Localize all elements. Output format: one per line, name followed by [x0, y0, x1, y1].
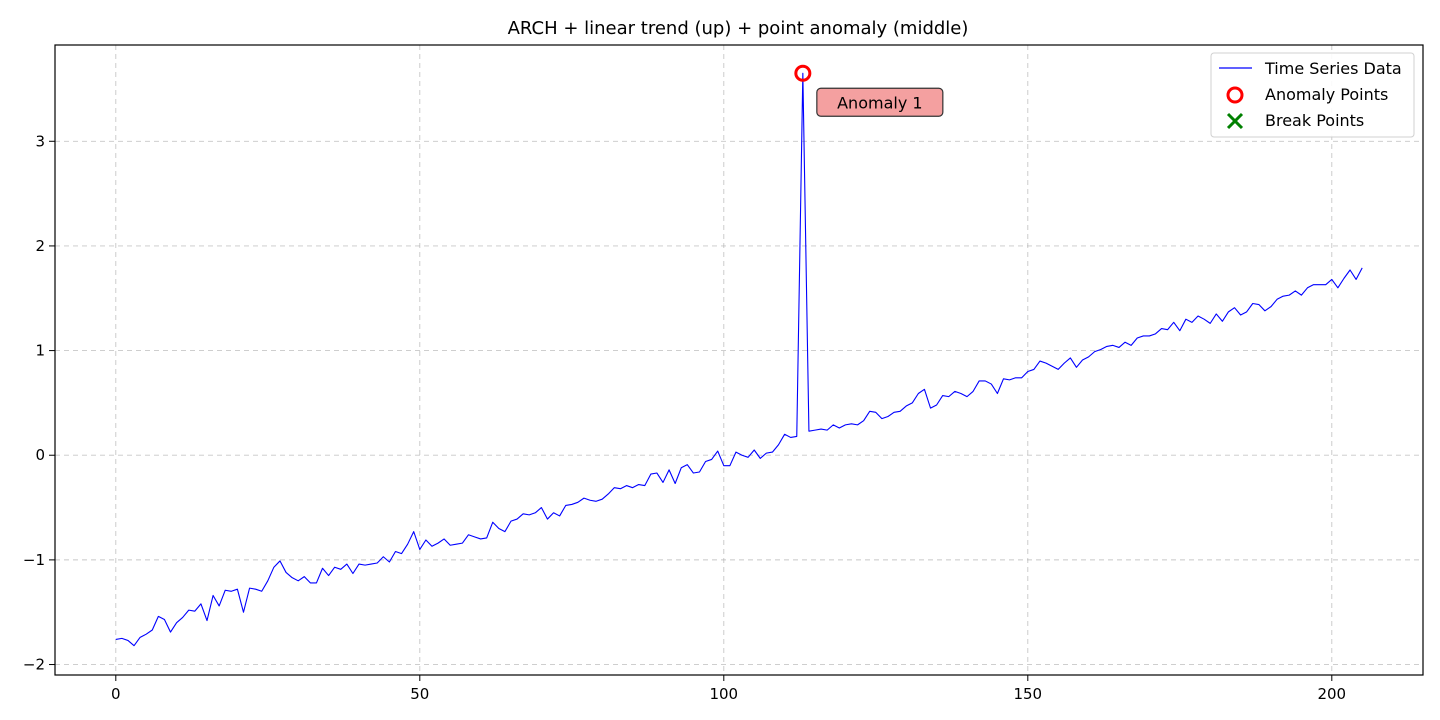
anomaly-marker — [794, 64, 812, 82]
annotation-label: Anomaly 1 — [837, 93, 922, 112]
legend-label-break: Break Points — [1265, 111, 1364, 130]
x-tick-label: 100 — [709, 685, 738, 703]
x-tick-label: 50 — [410, 685, 429, 703]
x-tick-label: 200 — [1317, 685, 1346, 703]
y-tick-label: 1 — [35, 342, 45, 360]
annotation-box — [816, 87, 944, 117]
x-tick-label: 0 — [111, 685, 121, 703]
legend-anomaly-marker — [1226, 86, 1244, 104]
x-tick-label: 150 — [1013, 685, 1042, 703]
legend-box — [1210, 52, 1415, 138]
series-line — [115, 72, 1363, 647]
plot-frame — [54, 44, 1424, 676]
y-axis: −2 −1 0 1 2 3 — [23, 132, 55, 674]
legend-break-marker — [1226, 112, 1244, 130]
y-tick-label: −1 — [23, 551, 45, 569]
chart-title: ARCH + linear trend (up) + point anomaly… — [508, 18, 969, 39]
legend-label-series: Time Series Data — [1264, 59, 1402, 78]
grid-lines — [55, 45, 1423, 675]
y-tick-label: −2 — [23, 656, 45, 674]
anomaly-annotation: Anomaly 1 — [816, 87, 944, 117]
y-tick-label: 0 — [35, 446, 45, 464]
legend: Time Series Data Anomaly Points Break Po… — [1210, 52, 1415, 138]
legend-label-anomaly: Anomaly Points — [1265, 85, 1388, 104]
y-tick-label: 2 — [35, 237, 45, 255]
x-axis: 0 50 100 150 200 — [111, 675, 1346, 703]
anomaly-layer: Anomaly 1 — [794, 64, 944, 117]
series-layer — [115, 72, 1363, 647]
y-tick-label: 3 — [35, 132, 45, 150]
